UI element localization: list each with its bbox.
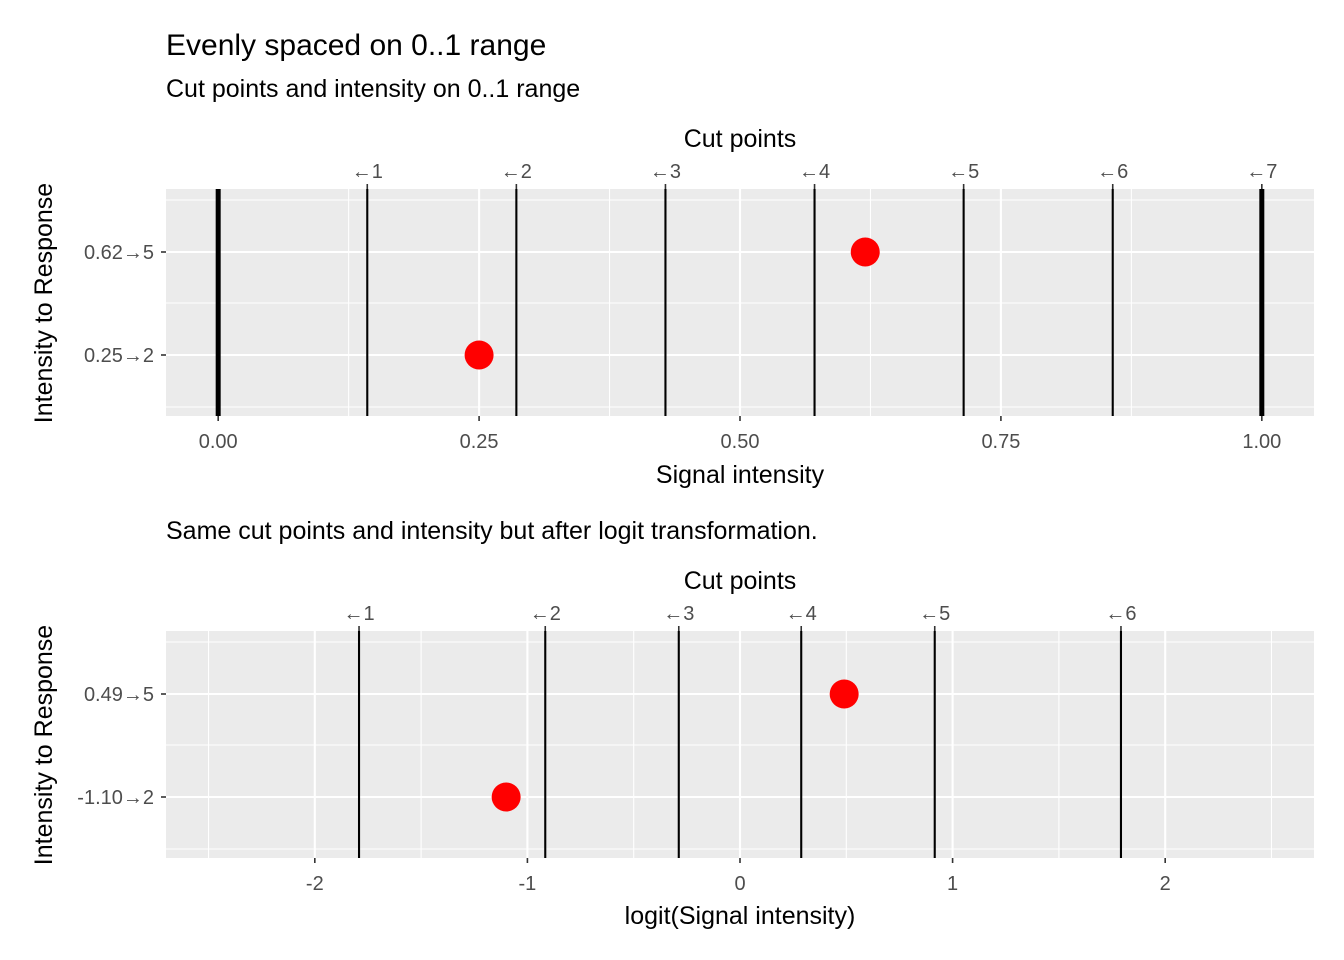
cut-point-label: ←4: [799, 161, 830, 183]
cut-point-label: ←6: [1097, 161, 1128, 183]
x-tick-label: 1: [947, 873, 958, 895]
y-axis-title: Intensity to Response: [30, 625, 58, 865]
cut-point-label: ←2: [501, 161, 532, 183]
x-tick-label: 0.00: [199, 431, 238, 453]
cut-point-label: ←2: [530, 603, 561, 625]
y-tick-label: 0.49→5: [84, 684, 154, 706]
data-point: [850, 237, 880, 267]
cut-point-label: ←1: [352, 161, 383, 183]
x-tick-label: 0.75: [981, 431, 1020, 453]
panel-subtitle: Same cut points and intensity but after …: [166, 517, 818, 545]
cut-point-label: ←4: [786, 603, 817, 625]
y-tick-label: 0.62→5: [84, 242, 154, 264]
x-tick-label: 2: [1160, 873, 1171, 895]
y-tick-label: 0.25→2: [84, 345, 154, 367]
chart-panel-2: Same cut points and intensity but after …: [30, 517, 1314, 930]
x-axis-title: Signal intensity: [656, 461, 825, 489]
x-tick-label: -1: [519, 873, 537, 895]
cut-point-label: ←5: [948, 161, 979, 183]
cut-point-label: ←7: [1246, 161, 1277, 183]
cut-point-label: ←3: [650, 161, 681, 183]
data-point: [829, 679, 859, 709]
figure-title: Evenly spaced on 0..1 range: [166, 29, 546, 62]
cut-point-label: ←5: [919, 603, 950, 625]
x-tick-label: -2: [306, 873, 324, 895]
data-point: [491, 782, 521, 812]
y-axis-title: Intensity to Response: [30, 183, 58, 423]
x-axis-title: logit(Signal intensity): [625, 902, 856, 930]
x-tick-label: 0.50: [721, 431, 760, 453]
x2-axis-title: Cut points: [684, 567, 797, 595]
panel-subtitle: Cut points and intensity on 0..1 range: [166, 75, 580, 103]
data-point: [464, 340, 494, 370]
chart-panel-1: Cut points and intensity on 0..1 range ←1…: [30, 75, 1314, 489]
y-tick-label: -1.10→2: [77, 787, 154, 809]
chart-panels: Cut points and intensity on 0..1 range ←1…: [30, 75, 1314, 930]
cut-point-label: ←6: [1105, 603, 1136, 625]
cut-point-label: ←3: [663, 603, 694, 625]
x-tick-label: 0: [734, 873, 745, 895]
x-tick-label: 0.25: [460, 431, 499, 453]
x-tick-label: 1.00: [1242, 431, 1281, 453]
cut-point-label: ←1: [343, 603, 374, 625]
x2-axis-title: Cut points: [684, 125, 797, 153]
